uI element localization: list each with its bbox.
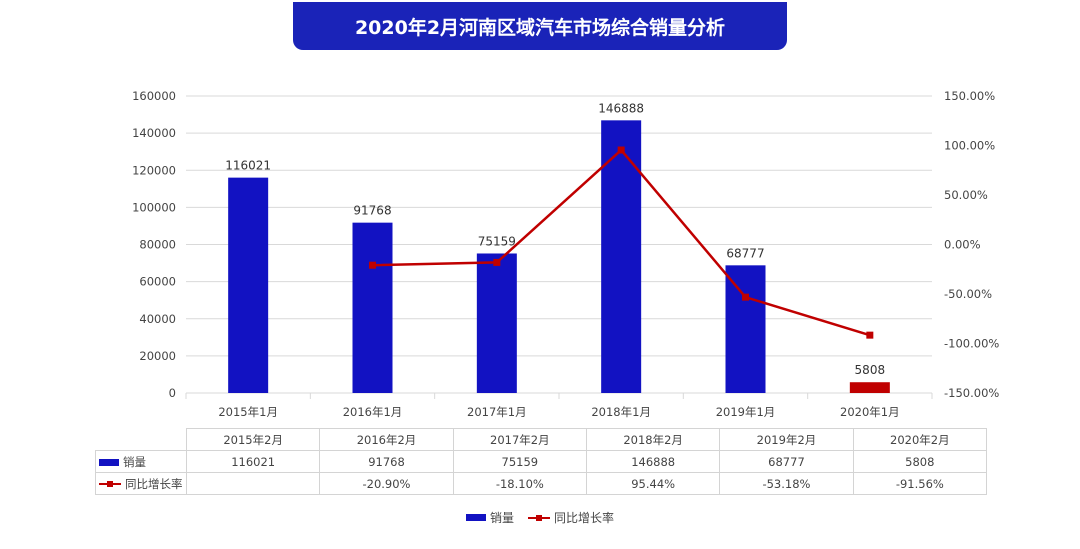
y-left-tick-label: 120000 [132, 163, 176, 177]
table-cell: -53.18% [719, 472, 854, 495]
table-header-cell: 2016年2月 [319, 428, 454, 451]
data-table: 2015年2月 2016年2月 2017年2月 2018年2月 2019年2月 … [95, 428, 988, 495]
title-banner: 2020年2月河南区域汽车市场综合销量分析 [293, 2, 787, 50]
bar [849, 382, 890, 393]
x-tick-label: 2017年1月 [467, 405, 527, 419]
y-left-tick-label: 40000 [139, 312, 176, 326]
y-right-tick-label: 50.00% [944, 188, 988, 202]
bar [352, 222, 393, 393]
table-cell: 116021 [185, 450, 321, 473]
legend-label: 销量 [489, 511, 514, 525]
table-cell: 75159 [452, 450, 587, 473]
x-tick-label: 2019年1月 [716, 405, 776, 419]
line-swatch-icon [99, 480, 121, 488]
table-corner [95, 428, 187, 451]
table-cell: -91.56% [852, 472, 988, 495]
table-header-cell: 2019年2月 [719, 428, 854, 451]
table-row-sales: 销量 116021 91768 75159 146888 68777 5808 [95, 450, 988, 473]
table-row-label: 销量 [95, 450, 187, 473]
y-left-tick-label: 100000 [132, 200, 176, 214]
table-cell [185, 472, 321, 495]
legend-item-sales: 销量 [465, 509, 514, 526]
bar [725, 265, 766, 393]
y-left-tick-label: 140000 [132, 126, 176, 140]
y-right-tick-label: -50.00% [944, 287, 992, 301]
x-tick-label: 2018年1月 [591, 405, 651, 419]
y-right-tick-label: 0.00% [944, 238, 981, 252]
growth-point [369, 261, 376, 269]
table-header-cell: 2018年2月 [585, 428, 721, 451]
y-right-tick-label: -100.00% [944, 337, 999, 351]
bar [476, 253, 517, 393]
growth-point [493, 258, 501, 266]
bar-data-label: 5808 [855, 363, 886, 377]
y-left-tick-label: 20000 [139, 349, 176, 363]
y-right-tick-label: 150.00% [944, 89, 995, 103]
table-header-cell: 2020年2月 [852, 428, 988, 451]
table-header-cell: 2017年2月 [452, 428, 587, 451]
y-right-tick-label: 100.00% [944, 139, 995, 153]
growth-point [617, 146, 625, 154]
bar [228, 177, 269, 393]
bar-data-label: 116021 [225, 159, 271, 173]
x-tick-label: 2016年1月 [343, 405, 403, 419]
legend: 销量 同比增长率 [0, 509, 1080, 526]
legend-label: 同比增长率 [554, 511, 615, 525]
table-cell: -20.90% [319, 472, 454, 495]
x-tick-label: 2015年1月 [218, 405, 278, 419]
y-left-tick-label: 0 [169, 386, 176, 400]
table-row-growth: 同比增长率 -20.90% -18.10% 95.44% -53.18% -91… [95, 472, 988, 495]
line-swatch-icon [528, 514, 550, 522]
legend-item-growth: 同比增长率 [528, 509, 614, 526]
table-cell: 95.44% [585, 472, 721, 495]
bar-data-label: 68777 [726, 246, 764, 260]
table-cell: -18.10% [452, 472, 587, 495]
growth-point [866, 331, 874, 339]
bar-data-label: 146888 [598, 101, 644, 115]
x-tick-label: 2020年1月 [840, 405, 900, 419]
bar-swatch-icon [99, 458, 119, 466]
table-cell: 91768 [319, 450, 454, 473]
table-header-cell: 2015年2月 [185, 428, 321, 451]
y-left-tick-label: 80000 [139, 238, 176, 252]
y-left-tick-label: 60000 [139, 275, 176, 289]
bar-data-label: 75159 [478, 234, 516, 248]
bar-swatch-icon [465, 514, 486, 521]
bar-data-label: 91768 [353, 204, 391, 218]
table-cell: 68777 [719, 450, 854, 473]
y-left-tick-label: 160000 [132, 89, 176, 103]
table-row-label: 同比增长率 [95, 472, 187, 495]
table-cell: 5808 [852, 450, 988, 473]
y-right-tick-label: -150.00% [944, 386, 999, 400]
table-header-row: 2015年2月 2016年2月 2017年2月 2018年2月 2019年2月 … [95, 428, 988, 451]
chart-title: 2020年2月河南区域汽车市场综合销量分析 [354, 16, 726, 39]
growth-point [742, 293, 749, 301]
table-cell: 146888 [585, 450, 721, 473]
